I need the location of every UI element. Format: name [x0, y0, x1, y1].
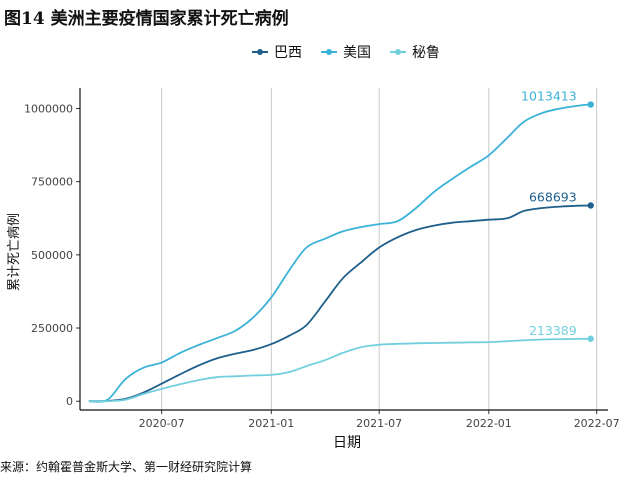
chart-title: 图14 美洲主要疫情国家累计死亡病例	[4, 9, 289, 29]
legend-marker	[257, 49, 263, 55]
chart-axes: 2020-07 2021-01 2021-07 2022-01 2022-07 0 2500…	[24, 88, 620, 430]
y-tick-label: 1000000	[24, 102, 73, 115]
series-endpoint-3	[587, 335, 594, 342]
series-endpoint-2	[587, 101, 594, 108]
chart-gridlines	[161, 88, 598, 410]
x-tick-label: 2022-01	[466, 417, 512, 430]
chart-end-labels: 668693 1013413 213389	[521, 89, 577, 338]
chart-series	[88, 101, 594, 403]
x-tick-label: 2021-01	[248, 417, 294, 430]
legend-label: 美国	[343, 45, 371, 61]
y-tick-label: 250000	[31, 322, 73, 335]
chart-legend: 巴西 美国 秘鲁	[252, 45, 440, 61]
source-note: 来源：约翰霍普金斯大学、第一财经研究院计算	[0, 460, 253, 474]
series-end-label: 1013413	[521, 89, 577, 104]
legend-marker	[326, 49, 332, 55]
y-tick-label: 500000	[31, 249, 73, 262]
x-tick-label: 2020-07	[139, 417, 185, 430]
legend-item: 秘鲁	[390, 45, 440, 61]
series-end-label: 668693	[529, 189, 577, 204]
legend-item: 巴西	[252, 45, 302, 61]
x-tick-label: 2021-07	[356, 417, 402, 430]
series-end-label: 213389	[529, 323, 577, 338]
legend-label: 秘鲁	[412, 45, 440, 61]
y-tick-label: 750000	[31, 176, 73, 189]
x-axis-label: 日期	[333, 435, 361, 451]
series-line-3	[88, 337, 591, 403]
legend-label: 巴西	[274, 45, 302, 61]
series-line-1	[88, 204, 591, 403]
legend-item: 美国	[321, 45, 371, 61]
x-tick-label: 2022-07	[574, 417, 620, 430]
y-tick-label: 0	[66, 395, 73, 408]
legend-marker	[395, 49, 401, 55]
series-line-2	[88, 103, 591, 403]
y-axis-label: 累计死亡病例	[7, 213, 22, 291]
series-endpoint-1	[587, 202, 594, 209]
